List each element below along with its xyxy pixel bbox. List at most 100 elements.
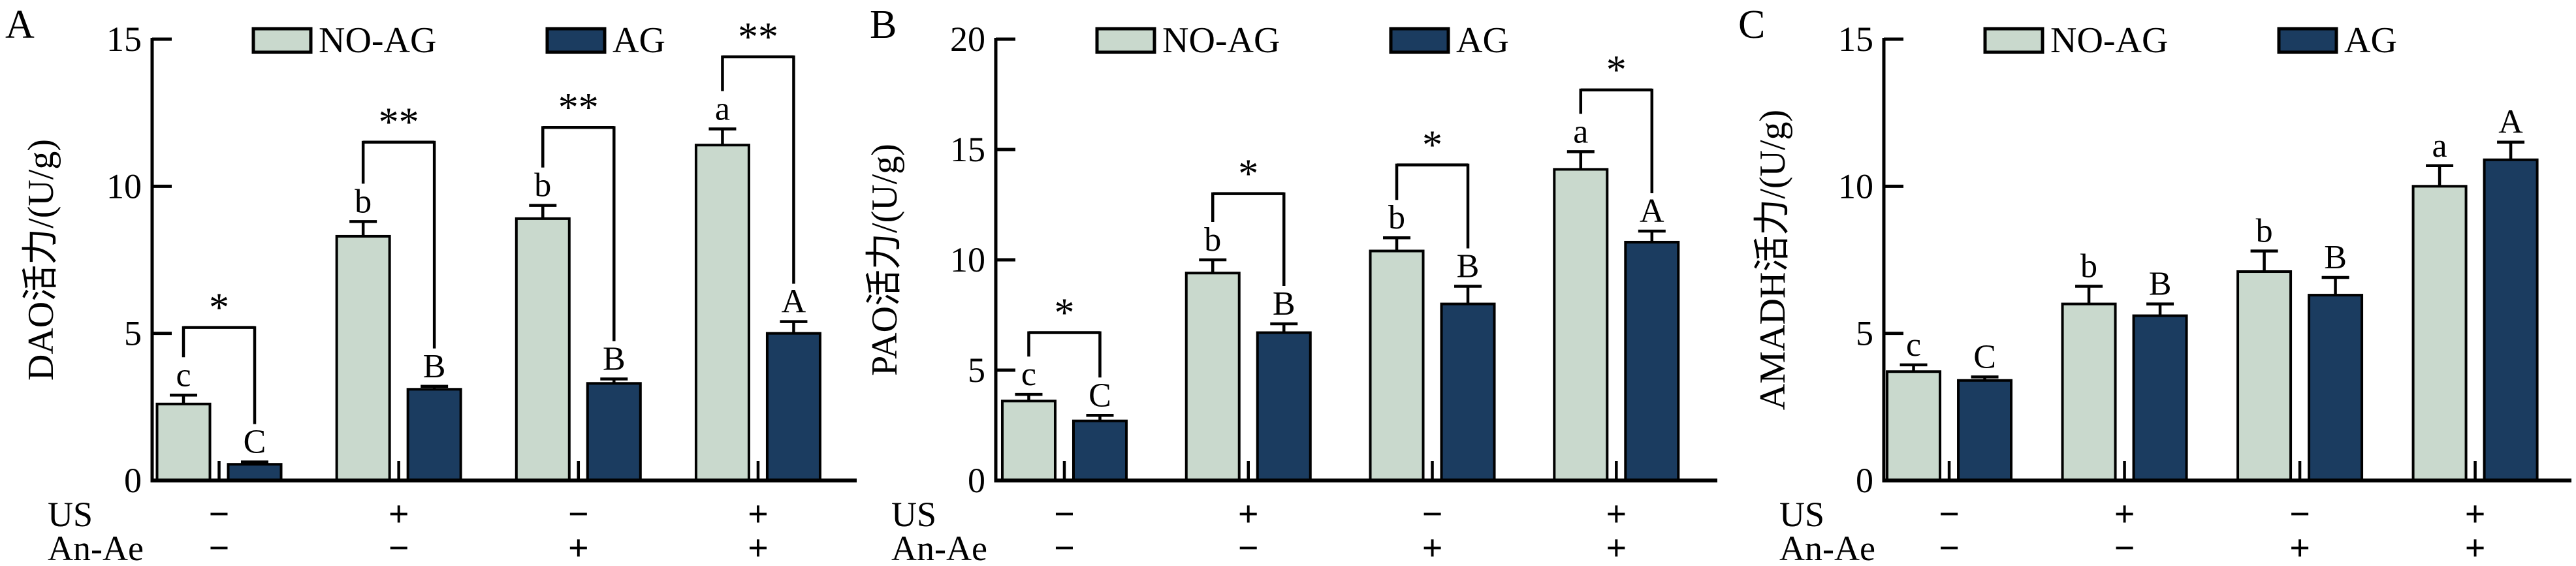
us-sign-group3-panelA: −: [568, 494, 589, 535]
bar-no_ag-group4-panelC: [2411, 185, 2468, 482]
bar-no_ag-group1-panelC: [1886, 370, 1942, 482]
y-tick-label-0-panelA: 0: [124, 461, 142, 500]
us-sign-group3-panelC: −: [2289, 494, 2310, 535]
letter-ag-group3-panelB: B: [1457, 248, 1480, 285]
y-tick-label-15-panelA: 15: [106, 20, 142, 59]
bar-ag-group2-panelB: [1256, 331, 1312, 482]
legend-swatch-ag-panelC: [2277, 27, 2338, 54]
x-row-label-an-ae-panelC: An-Ae: [1779, 529, 1875, 566]
letter-no_ag-group3-panelB: b: [1388, 199, 1405, 236]
bar-no_ag-group3-panelC: [2236, 270, 2293, 482]
y-tick-label-15-panelC: 15: [1838, 20, 1873, 59]
letter-no_ag-group1-panelB: c: [1021, 356, 1036, 393]
y-tick-label-10-panelC: 10: [1838, 166, 1873, 206]
letter-no_ag-group3-panelA: b: [534, 167, 551, 204]
bar-no_ag-group2-panelA: [335, 234, 391, 482]
x-row-label-us-panelB: US: [891, 495, 936, 534]
bar-ag-group2-panelA: [406, 388, 462, 482]
legend-label-ag-panelC: AG: [2344, 20, 2397, 61]
sig-stars-group2-panelB: *: [1238, 152, 1258, 197]
bar-no_ag-group2-panelC: [2061, 302, 2117, 482]
y-axis-title-A: DAO活力/(U/g): [21, 139, 61, 381]
sig-stars-group4-panelB: *: [1606, 48, 1627, 93]
an-ae-sign-group4-panelB: +: [1606, 528, 1627, 566]
letter-ag-group2-panelC: B: [2149, 266, 2172, 303]
y-tick-label-0-panelC: 0: [1856, 461, 1873, 500]
bar-no_ag-group1-panelB: [1000, 400, 1057, 482]
y-tick-label-0-panelB: 0: [968, 461, 985, 500]
bar-ag-group1-panelB: [1072, 419, 1128, 482]
panel-label-B: B: [870, 3, 897, 47]
y-tick-label-10-panelA: 10: [106, 166, 142, 206]
letter-no_ag-group3-panelC: b: [2256, 212, 2273, 249]
y-axis-title-B: PAO活力/(U/g): [865, 144, 905, 376]
letter-no_ag-group1-panelC: c: [1906, 326, 1921, 364]
letter-no_ag-group1-panelA: c: [176, 356, 191, 394]
letter-no_ag-group2-panelA: b: [355, 183, 372, 220]
legend-label-no_ag-panelC: NO-AG: [2050, 20, 2168, 61]
an-ae-sign-group4-panelA: +: [748, 528, 769, 566]
legend-label-ag-panelA: AG: [612, 20, 665, 61]
letter-ag-group4-panelB: A: [1640, 193, 1664, 230]
us-sign-group2-panelA: +: [389, 494, 409, 535]
us-sign-group4-panelB: +: [1606, 494, 1627, 535]
bar-ag-group2-panelC: [2132, 314, 2188, 482]
an-ae-sign-group2-panelB: −: [1238, 528, 1259, 566]
an-ae-sign-group3-panelB: +: [1422, 528, 1443, 566]
bar-no_ag-group2-panelB: [1185, 272, 1241, 482]
legend-label-ag-panelB: AG: [1456, 20, 1509, 61]
an-ae-sign-group2-panelC: −: [2114, 528, 2135, 566]
legend-label-no_ag-panelA: NO-AG: [319, 20, 436, 61]
letter-no_ag-group4-panelC: a: [2432, 127, 2447, 165]
letter-no_ag-group2-panelC: b: [2080, 248, 2097, 285]
letter-ag-group4-panelC: A: [2498, 104, 2523, 141]
us-sign-group1-panelA: −: [209, 494, 230, 535]
legend-swatch-ag-panelB: [1389, 27, 1450, 54]
sig-stars-group4-panelA: **: [738, 15, 778, 59]
y-tick-label-10-panelB: 10: [950, 240, 985, 279]
letter-ag-group1-panelC: C: [1973, 338, 1996, 375]
bar-ag-group1-panelC: [1957, 379, 2013, 482]
sig-stars-group1-panelB: *: [1054, 291, 1074, 336]
bar-ag-group4-panelC: [2483, 158, 2539, 482]
an-ae-sign-group1-panelB: −: [1054, 528, 1075, 566]
bar-ag-group3-panelC: [2308, 294, 2364, 482]
y-tick-label-5-panelC: 5: [1856, 314, 1873, 353]
bar-no_ag-group4-panelB: [1553, 168, 1609, 482]
us-sign-group4-panelC: +: [2465, 494, 2486, 535]
y-tick-label-15-panelB: 15: [950, 130, 985, 169]
us-sign-group2-panelB: +: [1238, 494, 1259, 535]
legend-swatch-no_ag-panelA: [251, 27, 313, 54]
letter-ag-group1-panelA: C: [244, 424, 266, 461]
bar-ag-group3-panelB: [1440, 302, 1496, 482]
an-ae-sign-group3-panelA: +: [568, 528, 589, 566]
y-axis-title-C: AMADH活力/(U/g): [1753, 110, 1793, 410]
an-ae-sign-group2-panelA: −: [389, 528, 409, 566]
legend-swatch-no_ag-panelC: [1983, 27, 2044, 54]
letter-ag-group2-panelA: B: [423, 348, 446, 385]
letter-ag-group3-panelC: B: [2324, 239, 2347, 276]
letter-no_ag-group2-panelB: b: [1204, 221, 1221, 259]
bar-no_ag-group3-panelA: [515, 217, 571, 482]
x-row-label-an-ae-panelB: An-Ae: [891, 529, 987, 566]
panel-label-A: A: [5, 3, 35, 47]
sig-stars-group3-panelB: *: [1422, 123, 1442, 168]
legend-swatch-ag-panelA: [545, 27, 607, 54]
bar-ag-group4-panelB: [1624, 240, 1680, 482]
x-row-label-an-ae-panelA: An-Ae: [48, 529, 144, 566]
legend-label-no_ag-panelB: NO-AG: [1162, 20, 1280, 61]
an-ae-sign-group1-panelA: −: [209, 528, 230, 566]
sig-stars-group1-panelA: *: [209, 286, 229, 330]
us-sign-group4-panelA: +: [748, 494, 769, 535]
us-sign-group3-panelB: −: [1422, 494, 1443, 535]
sig-stars-group3-panelA: **: [558, 86, 599, 130]
us-sign-group1-panelB: −: [1054, 494, 1075, 535]
bar-no_ag-group1-panelA: [155, 402, 212, 482]
an-ae-sign-group4-panelC: +: [2465, 528, 2486, 566]
letter-no_ag-group4-panelA: a: [715, 90, 730, 127]
letter-no_ag-group4-panelB: a: [1573, 113, 1588, 150]
y-tick-label-5-panelB: 5: [968, 351, 985, 390]
y-tick-label-5-panelA: 5: [124, 314, 142, 353]
